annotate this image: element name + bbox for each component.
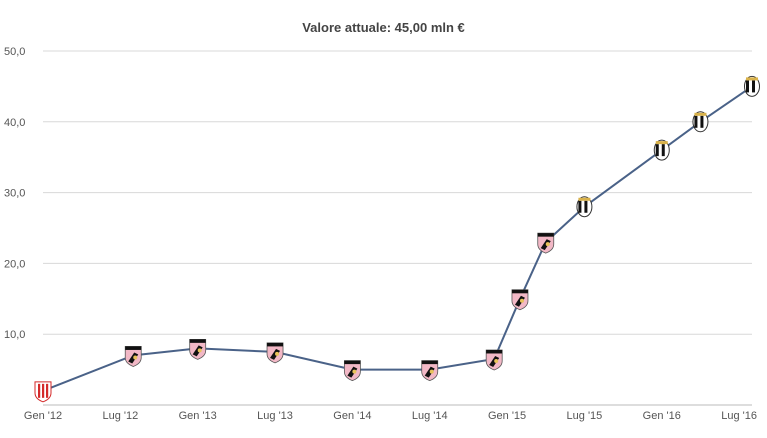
juventus-crest-icon [744,75,760,97]
x-tick-label: Gen '14 [333,410,371,422]
y-tick-label: 40,0 [4,117,25,129]
juventus-crest-icon [692,111,709,133]
palermo-crest-icon [343,360,361,382]
palermo-crest-icon [485,349,503,371]
y-tick-label: 10,0 [4,329,25,341]
chart-title: Valore attuale: 45,00 mln € [302,20,465,35]
series-line [42,85,753,392]
vicenza-crest-icon [34,381,52,403]
y-tick-label: 50,0 [4,46,25,58]
x-tick-label: Lug '13 [257,410,293,422]
x-tick-label: Lug '15 [567,410,603,422]
y-tick-label: 20,0 [4,258,25,270]
x-tick-label: Lug '14 [412,410,448,422]
palermo-crest-icon [266,342,284,364]
y-tick-label: 30,0 [4,188,25,200]
x-tick-label: Gen '16 [643,410,681,422]
x-tick-label: Lug '16 [721,410,757,422]
palermo-crest-icon [511,289,529,311]
x-tick-label: Lug '12 [102,410,138,422]
juventus-crest-icon [653,139,670,161]
x-tick-label: Gen '13 [179,410,217,422]
palermo-crest-icon [189,338,207,360]
x-tick-label: Gen '15 [488,410,526,422]
palermo-crest-icon [421,360,439,382]
palermo-crest-icon [537,232,555,254]
juventus-crest-icon [576,196,593,218]
x-tick-label: Gen '12 [24,410,62,422]
palermo-crest-icon [124,346,142,367]
